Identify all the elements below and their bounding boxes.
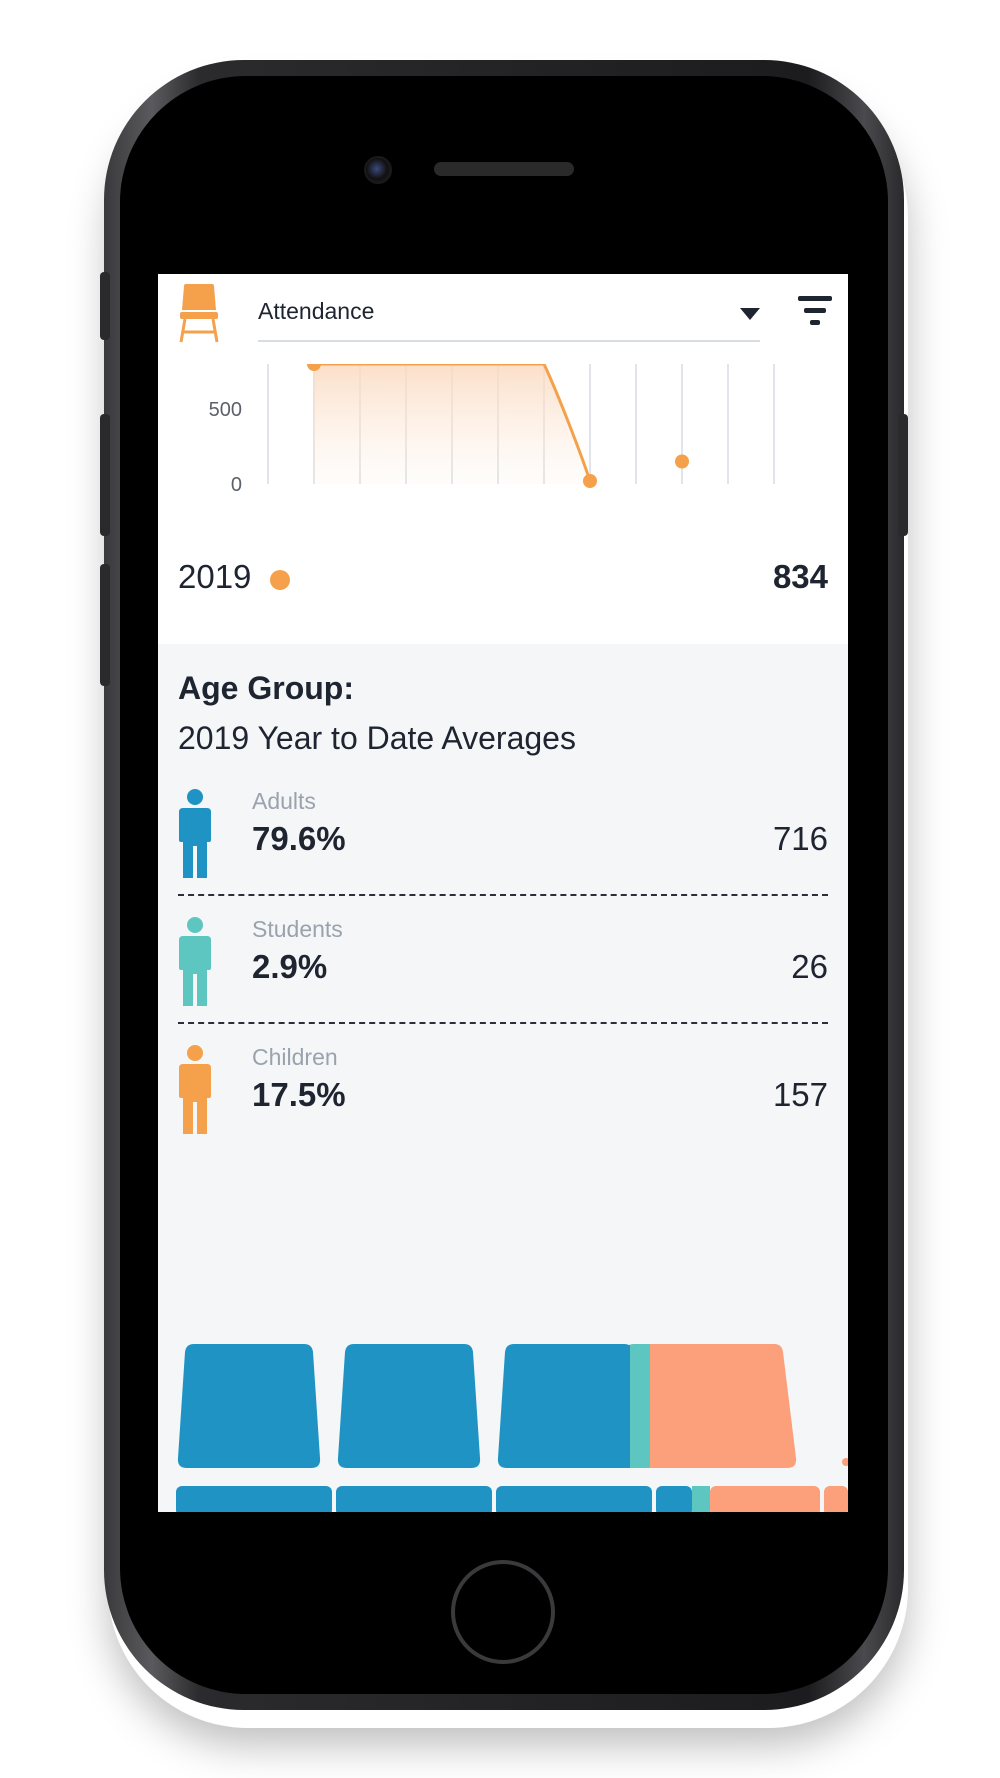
age-group-label: Adults bbox=[252, 788, 316, 814]
seat-row-base bbox=[692, 1486, 710, 1512]
person-icon bbox=[179, 789, 211, 878]
section-subtitle: 2019 Year to Date Averages bbox=[178, 720, 576, 756]
series-line bbox=[314, 364, 592, 482]
seat-adults bbox=[497, 1344, 641, 1468]
app-screen: Attendance 500 0 2019 834 Age Group: 2019… bbox=[158, 274, 848, 1512]
y-tick-label: 0 bbox=[231, 474, 242, 496]
chair-icon bbox=[179, 284, 219, 343]
seat-edge bbox=[842, 1458, 848, 1466]
power-button bbox=[898, 414, 908, 536]
data-point[interactable] bbox=[307, 364, 321, 371]
seat-adults bbox=[177, 1344, 321, 1468]
volume-down-button bbox=[100, 564, 110, 686]
silent-switch bbox=[100, 272, 110, 340]
person-icon bbox=[179, 917, 211, 1006]
data-point[interactable] bbox=[675, 454, 689, 469]
metric-dropdown[interactable]: Attendance bbox=[258, 288, 760, 342]
seat-row-base bbox=[656, 1486, 692, 1512]
seat-adults bbox=[337, 1344, 481, 1468]
age-row-adults: Adults 79.6% 716 bbox=[178, 774, 828, 884]
age-group-count: 716 bbox=[772, 820, 828, 857]
age-group-count: 157 bbox=[772, 1076, 828, 1113]
seat-row-base bbox=[176, 1486, 332, 1512]
age-group-percent: 79.6% bbox=[252, 820, 346, 857]
earpiece-speaker bbox=[434, 162, 574, 176]
section-title: Age Group: bbox=[178, 670, 354, 706]
home-button[interactable] bbox=[451, 1560, 555, 1664]
seat-mixed bbox=[611, 1344, 797, 1468]
y-tick-label: 500 bbox=[209, 399, 242, 421]
caret-down-icon bbox=[740, 308, 760, 320]
age-group-label: Students bbox=[252, 916, 343, 942]
age-row-students: Students 2.9% 26 bbox=[178, 902, 828, 1012]
age-group-count: 26 bbox=[791, 948, 828, 985]
row-divider bbox=[178, 894, 828, 896]
age-row-children: Children 17.5% 157 bbox=[178, 1030, 828, 1140]
data-point[interactable] bbox=[583, 474, 597, 488]
year-total-value: 834 bbox=[772, 558, 828, 595]
seat-row-base bbox=[496, 1486, 652, 1512]
person-icon bbox=[179, 1045, 211, 1134]
age-group-label: Children bbox=[252, 1044, 338, 1070]
app-header: Attendance bbox=[158, 274, 848, 364]
attendance-line-chart: 500 0 bbox=[209, 364, 775, 496]
seat-row-base bbox=[336, 1486, 492, 1512]
row-divider bbox=[178, 1022, 828, 1024]
seat-row-base bbox=[824, 1486, 848, 1512]
metric-dropdown-value: Attendance bbox=[258, 298, 375, 324]
front-camera bbox=[364, 156, 392, 184]
age-group-percent: 2.9% bbox=[252, 948, 328, 985]
filter-icon[interactable] bbox=[798, 296, 832, 326]
year-label: 2019 bbox=[178, 558, 252, 595]
seat-row-base bbox=[710, 1486, 820, 1512]
series-legend-dot bbox=[270, 570, 290, 590]
year-summary-row: 2019 834 bbox=[178, 554, 828, 604]
volume-up-button bbox=[100, 414, 110, 536]
chart-area-fill bbox=[314, 364, 590, 484]
seat-visualization bbox=[176, 1344, 848, 1512]
age-group-percent: 17.5% bbox=[252, 1076, 346, 1113]
